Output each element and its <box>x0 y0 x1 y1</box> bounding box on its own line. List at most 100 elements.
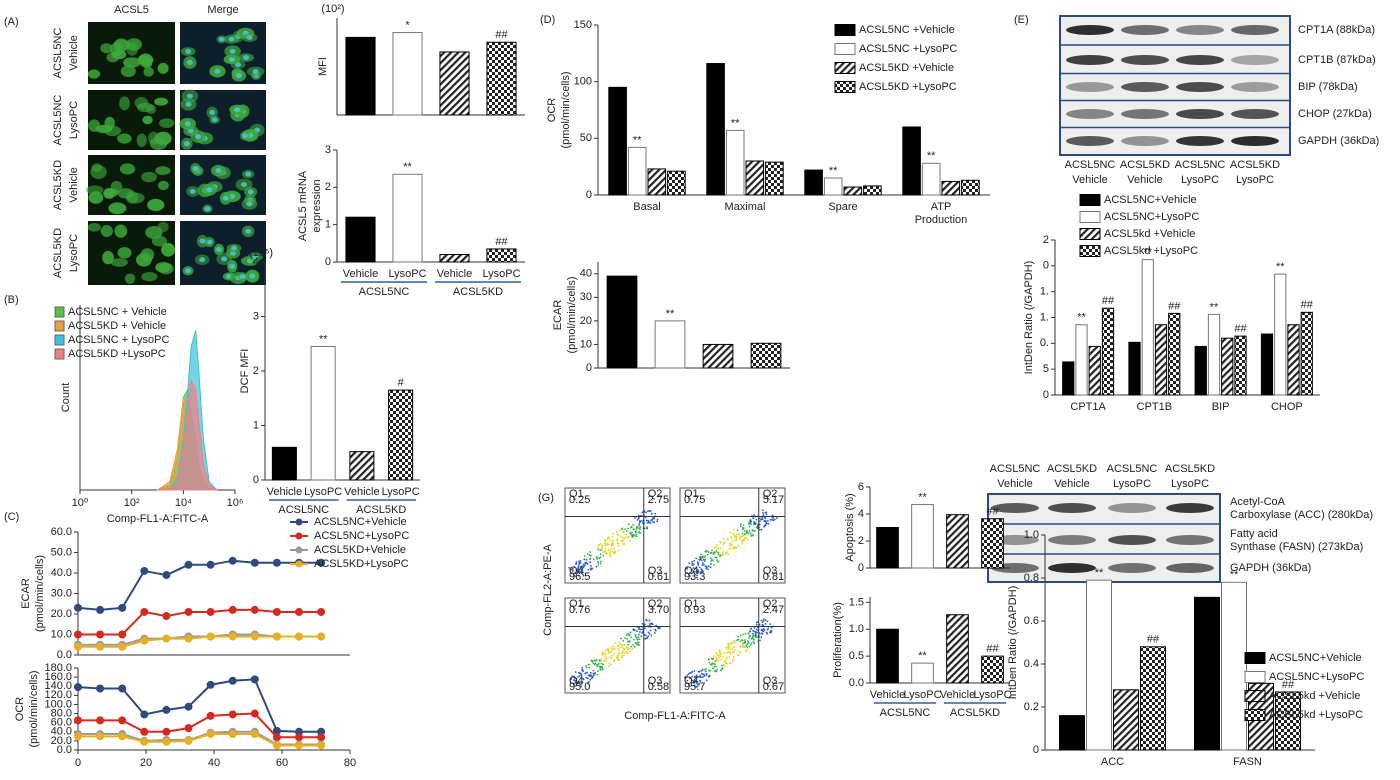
bar <box>1140 646 1166 751</box>
dot <box>722 550 725 553</box>
dot <box>583 558 586 561</box>
dot <box>638 641 640 644</box>
y-tick-label: 1.0 <box>849 623 864 635</box>
dot <box>723 665 726 668</box>
dot <box>693 670 696 672</box>
dot <box>717 551 720 554</box>
x-tick-label: Basal <box>633 201 661 213</box>
cell <box>103 188 116 199</box>
bar <box>667 170 686 196</box>
dot <box>760 528 763 531</box>
dot <box>614 642 617 645</box>
dot <box>755 621 758 624</box>
annotation: ** <box>918 650 927 662</box>
legend-label: ACSL5NC + LysoPC <box>68 334 169 346</box>
dot <box>577 567 579 570</box>
point <box>317 727 326 736</box>
band <box>1121 136 1169 146</box>
dot <box>715 651 718 654</box>
dot <box>711 667 714 670</box>
dot <box>686 674 689 677</box>
dot <box>753 514 755 516</box>
dot <box>641 623 644 625</box>
nucleus <box>235 73 242 79</box>
bar <box>606 275 638 369</box>
dot <box>747 640 749 642</box>
dot <box>579 565 582 568</box>
quadrant-value: 0.75 <box>684 494 705 506</box>
dot <box>708 661 711 664</box>
dot <box>691 675 693 678</box>
band <box>1048 563 1096 573</box>
dot <box>705 567 708 570</box>
dot <box>689 672 691 674</box>
y-axis-label: (pmol/min/cells) <box>34 555 46 632</box>
dot <box>574 679 577 682</box>
dot <box>734 649 736 651</box>
band-label: GAPDH (36kDa) <box>1298 135 1379 147</box>
dot <box>581 681 584 684</box>
bar <box>911 504 934 569</box>
group-label: ACSL5KD <box>950 707 1000 719</box>
dot <box>628 647 631 650</box>
x-tick-label: 60 <box>276 757 288 769</box>
dot <box>622 543 625 545</box>
point <box>206 711 215 720</box>
legend-swatch <box>1079 228 1101 240</box>
line <box>77 559 322 611</box>
nucleus <box>218 36 225 42</box>
cell <box>157 221 169 233</box>
legend-swatch <box>1244 690 1266 702</box>
y-tick-label: 50 <box>580 132 592 144</box>
lane-label: ACSL5KD <box>1120 159 1170 171</box>
dot <box>583 555 586 557</box>
quadrant-value: 3.70 <box>648 604 669 616</box>
cell <box>120 65 136 78</box>
dot <box>701 562 704 564</box>
bar <box>1221 337 1234 396</box>
line <box>78 608 322 636</box>
point <box>206 560 215 569</box>
dot <box>732 655 735 658</box>
dot <box>601 652 604 655</box>
dot <box>725 658 728 661</box>
y-tick-label: 0 <box>1033 744 1039 756</box>
dot <box>578 672 581 675</box>
cell <box>142 115 153 125</box>
axis-label: Comp-FL1-A:FITC-A <box>624 710 726 722</box>
cell <box>158 118 175 128</box>
dot <box>595 664 598 666</box>
dot <box>752 529 755 532</box>
dot <box>698 566 701 569</box>
band <box>1121 109 1169 119</box>
band <box>1108 535 1156 545</box>
dot <box>579 571 582 574</box>
point <box>118 630 127 639</box>
dot <box>582 566 585 569</box>
dot <box>574 671 577 673</box>
dot <box>597 548 600 551</box>
y-tick-label: 60.0 <box>51 717 72 729</box>
dot <box>581 669 584 672</box>
dot <box>700 669 703 672</box>
dot <box>599 562 602 565</box>
dot <box>713 551 716 554</box>
dot <box>608 662 611 665</box>
dot <box>581 569 583 571</box>
dot <box>625 530 628 532</box>
dot <box>600 546 603 548</box>
point <box>162 737 171 746</box>
dot <box>749 628 752 630</box>
dot <box>611 539 614 542</box>
x-tick-label: 0 <box>75 757 81 769</box>
point <box>140 636 149 645</box>
dot <box>693 679 696 682</box>
y-tick-label: 3 <box>325 144 331 156</box>
dot <box>707 565 710 568</box>
legend-swatch <box>1079 245 1101 257</box>
lane-label: ACSL5NC <box>1065 159 1116 171</box>
dot <box>739 651 742 654</box>
dot <box>584 672 587 675</box>
point <box>74 642 82 651</box>
dot <box>598 659 601 662</box>
